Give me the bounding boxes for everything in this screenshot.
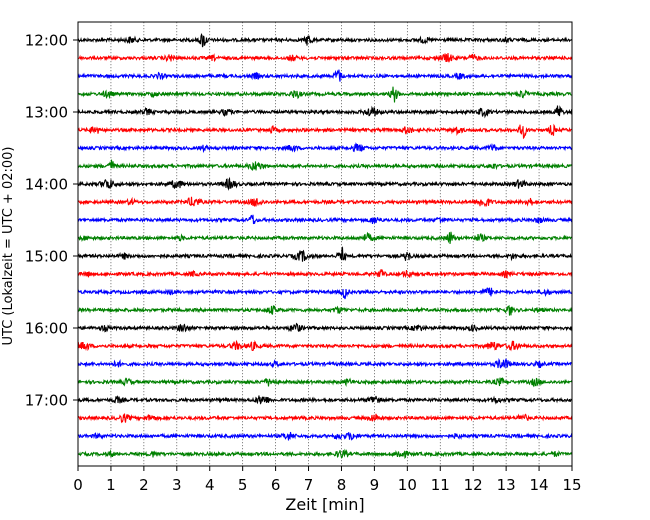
y-tick-label: 13:00 — [25, 104, 68, 122]
trace-17:45 — [77, 448, 573, 459]
x-tick-label: 13 — [497, 476, 516, 494]
x-tick-label: 7 — [304, 476, 314, 494]
x-tick-label: 10 — [398, 476, 417, 494]
x-tick-label: 0 — [73, 476, 83, 494]
trace-13:30 — [77, 142, 573, 154]
x-tick-label: 8 — [337, 476, 347, 494]
y-tick-label: 14:00 — [25, 176, 68, 194]
y-axis-ticks: 12:00 13:00 14:00 15:00 16:00 17:00 — [25, 32, 78, 410]
trace-17:00 — [77, 395, 573, 405]
y-axis-label: UTC (Lokalzeit = UTC + 02:00) — [1, 147, 16, 346]
trace-15:30 — [77, 287, 573, 300]
trace-17:30 — [77, 431, 573, 441]
trace-17:15 — [77, 413, 573, 424]
trace-12:15 — [77, 53, 573, 63]
trace-16:15 — [77, 339, 573, 352]
x-tick-label: 6 — [271, 476, 281, 494]
trace-13:45 — [77, 159, 573, 171]
trace-15:00 — [77, 246, 573, 262]
trace-16:00 — [77, 322, 573, 333]
x-tick-label: 15 — [562, 476, 581, 494]
x-tick-label: 9 — [370, 476, 380, 494]
trace-12:00 — [77, 33, 573, 48]
trace-16:30 — [77, 357, 572, 369]
trace-15:45 — [77, 304, 573, 316]
y-tick-label: 15:00 — [25, 248, 68, 266]
vertical-gridlines — [110, 22, 540, 466]
x-tick-label: 11 — [431, 476, 450, 494]
trace-14:00 — [77, 176, 573, 191]
plot-frame — [77, 21, 573, 467]
x-tick-label: 5 — [238, 476, 248, 494]
seismic-traces — [77, 33, 573, 459]
x-tick-label: 3 — [172, 476, 182, 494]
trace-13:15 — [77, 123, 573, 140]
trace-13:00 — [77, 105, 573, 119]
x-tick-label: 12 — [464, 476, 483, 494]
y-tick-label: 17:00 — [25, 392, 68, 410]
trace-16:45 — [77, 376, 573, 388]
y-tick-label: 16:00 — [25, 320, 68, 338]
y-tick-label: 12:00 — [25, 32, 68, 50]
x-tick-label: 14 — [530, 476, 549, 494]
trace-12:45 — [77, 86, 573, 103]
trace-14:30 — [77, 214, 573, 225]
trace-15:15 — [77, 269, 573, 279]
trace-14:15 — [77, 196, 573, 208]
x-tick-label: 1 — [106, 476, 116, 494]
x-tick-label: 2 — [139, 476, 149, 494]
x-tick-label: 4 — [205, 476, 215, 494]
x-axis-ticks: 0 1 2 3 4 5 6 7 8 9 10 11 12 13 14 15 — [73, 466, 582, 494]
x-axis-label: Zeit [min] — [285, 495, 364, 514]
trace-12:30 — [77, 69, 573, 82]
trace-14:45 — [77, 231, 573, 244]
